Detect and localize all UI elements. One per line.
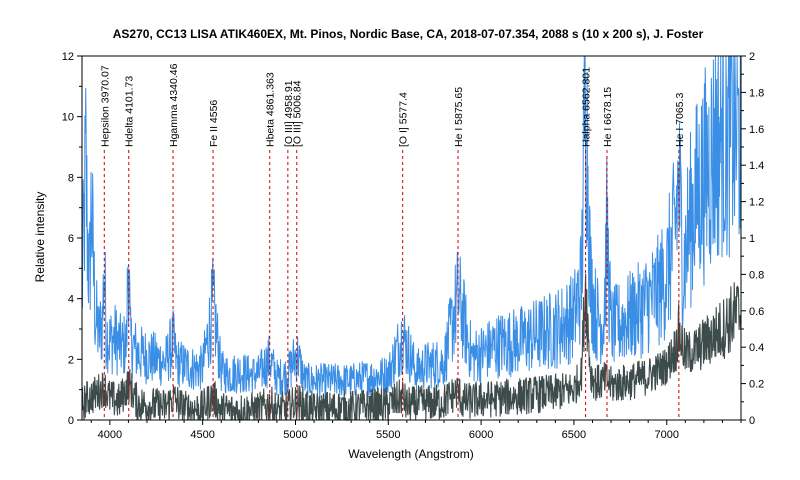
x-tick-label: 5500 [376, 429, 400, 441]
x-tick-label: 7000 [655, 429, 679, 441]
emission-line-label: [O III] 4958.91 [283, 80, 295, 147]
y2-tick-label: 1 [749, 233, 755, 245]
x-tick-label: 6500 [562, 429, 586, 441]
series-right-line [81, 273, 742, 422]
y2-tick-label: 1.4 [749, 160, 764, 172]
series-left-line [81, 55, 741, 399]
x-axis-label: Wavelength (Angstrom) [348, 447, 474, 461]
y2-tick-label: 1.6 [749, 124, 764, 136]
emission-line-label: Fe II 4556 [208, 100, 220, 147]
emission-line-label: [O I] 5577.4 [398, 92, 410, 147]
emission-line-markers: Hepsilon 3970.07 Hdelta 4101.73 Hgamma 434… [99, 63, 686, 420]
chart-title: AS270, CC13 LISA ATIK460EX, Mt. Pinos, N… [113, 27, 704, 41]
x-axis: 4000 4500 5000 5500 6000 6500 7000 [90, 420, 742, 441]
y-tick-label: 10 [62, 112, 74, 124]
emission-line-label: Hepsilon 3970.07 [99, 65, 111, 147]
series-left-spectrum [81, 55, 741, 399]
series-right-spectrum [81, 273, 742, 422]
y-axis-right: 0 0.2 0.4 0.6 0.8 1 1.2 1.4 1.6 1.8 2 [741, 51, 764, 427]
y2-tick-label: 2 [749, 51, 755, 63]
emission-line-label: [O III] 5006.84 [292, 80, 304, 147]
emission-line-label: Halpha 6562.801 [581, 67, 593, 147]
y-tick-label: 4 [68, 294, 74, 306]
y-tick-label: 0 [68, 415, 74, 427]
y2-tick-label: 0.2 [749, 379, 764, 391]
y2-tick-label: 1.8 [749, 87, 764, 99]
y-axis-label: Relative intensity [33, 192, 47, 283]
x-tick-label: 6000 [469, 429, 493, 441]
emission-line-label: He I 6678.15 [602, 87, 614, 147]
y-tick-label: 12 [62, 51, 74, 63]
y-tick-label: 8 [68, 172, 74, 184]
y2-tick-label: 0.8 [749, 269, 764, 281]
emission-line-label: He I 5875.65 [453, 87, 465, 147]
y2-tick-label: 1.2 [749, 197, 764, 209]
y2-tick-label: 0.4 [749, 342, 764, 354]
y2-tick-label: 0.6 [749, 306, 764, 318]
y-axis-left: 0 2 4 6 8 10 12 [62, 51, 82, 427]
emission-line-label: Hgamma 4340.46 [168, 63, 180, 147]
y-tick-label: 2 [68, 354, 74, 366]
x-tick-label: 4500 [190, 429, 214, 441]
emission-line-label: He I 7065.3 [674, 93, 686, 147]
emission-line-label: Hdelta 4101.73 [124, 76, 136, 147]
x-tick-label: 5000 [283, 429, 307, 441]
y2-tick-label: 0 [749, 415, 755, 427]
y-tick-label: 6 [68, 233, 74, 245]
x-tick-label: 4000 [98, 429, 122, 441]
emission-line-label: Hbeta 4861.363 [265, 72, 277, 147]
